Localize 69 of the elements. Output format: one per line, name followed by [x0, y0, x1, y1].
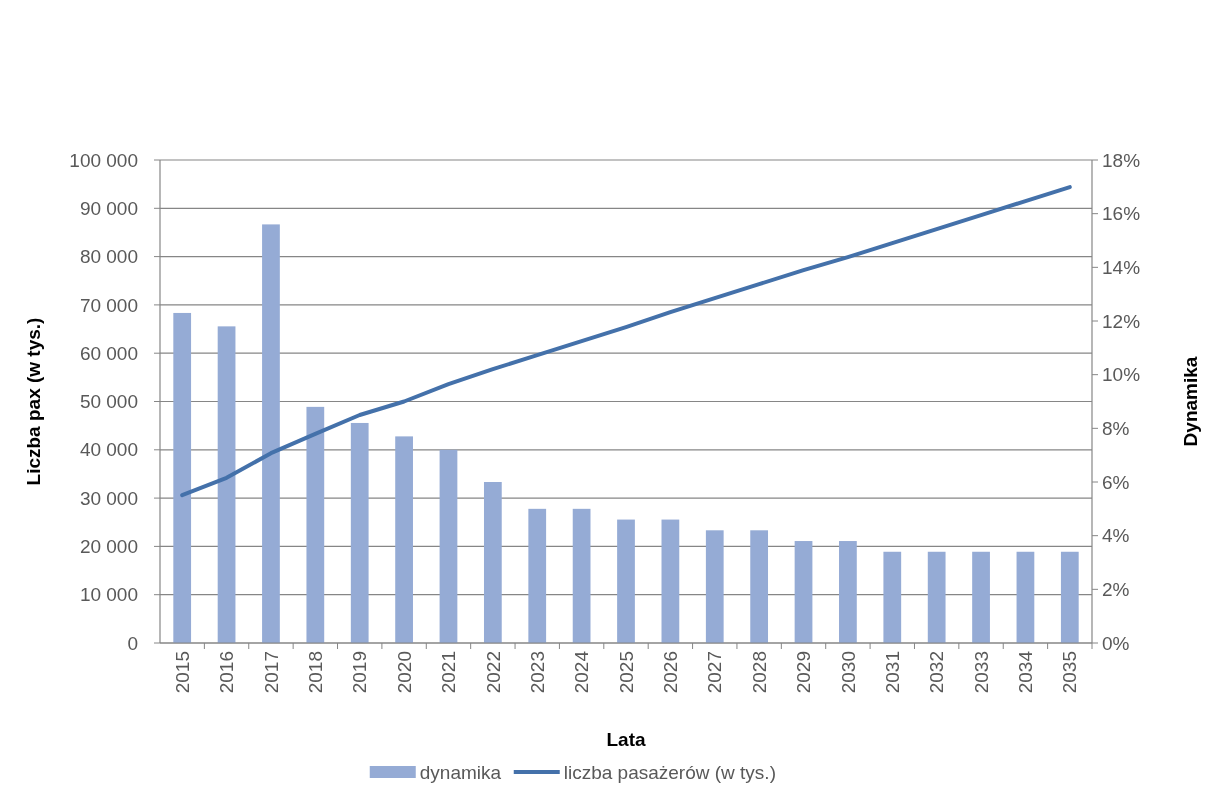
y-tick-label: 80 000 [79, 246, 138, 268]
y2-tick-label: 6% [1102, 471, 1130, 493]
y-tick-label: 90 000 [79, 197, 138, 219]
x-tick-label: 2034 [1015, 650, 1037, 694]
bar [1060, 551, 1079, 643]
x-tick-label: 2020 [393, 651, 415, 694]
y-tick-label: 40 000 [79, 439, 138, 461]
legend-label: dynamika [419, 761, 502, 783]
bar [927, 551, 946, 643]
y2-tick-label: 12% [1102, 310, 1141, 332]
bar [705, 530, 724, 643]
line-series [180, 185, 1072, 498]
y2-tick-label: 8% [1102, 417, 1130, 439]
x-tick-label: 2026 [660, 651, 682, 694]
y2-tick-label: 0% [1102, 632, 1130, 654]
y2-axis-title: Dynamika [1180, 356, 1201, 447]
x-tick-label: 2018 [304, 651, 326, 694]
x-tick-label: 2023 [526, 651, 548, 694]
x-tick-label: 2031 [881, 651, 903, 694]
x-tick-label: 2024 [571, 650, 593, 694]
y2-tick-label: 16% [1102, 203, 1141, 225]
y-tick-label: 60 000 [79, 342, 138, 364]
y-tick-label: 100 000 [69, 149, 138, 171]
x-tick-label: 2029 [793, 651, 815, 694]
y2-tick-label: 18% [1102, 149, 1141, 171]
bar [572, 508, 591, 643]
y2-tick-label: 10% [1102, 364, 1141, 386]
bar [483, 482, 502, 643]
x-tick-label: 2022 [482, 651, 504, 694]
bar [750, 530, 769, 643]
y-tick-label: 30 000 [79, 487, 138, 509]
y2-tick-label: 4% [1102, 525, 1130, 547]
x-tick-label: 2016 [216, 651, 238, 694]
x-tick-label: 2035 [1059, 651, 1081, 694]
y-axis-title: Liczba pax (w tys.) [23, 317, 44, 486]
y-tick-label: 20 000 [79, 536, 138, 558]
bar [1016, 551, 1035, 643]
bar [972, 551, 990, 643]
legend-label: liczba pasażerów (w tys.) [563, 761, 776, 783]
x-tick-label: 2019 [349, 651, 371, 694]
y-tick-label: 50 000 [79, 391, 138, 413]
bar [306, 406, 325, 643]
x-tick-label: 2027 [704, 651, 726, 694]
x-tick-label: 2017 [260, 651, 282, 694]
x-tick-label: 2030 [837, 651, 859, 694]
bar [439, 449, 458, 643]
bar [217, 326, 236, 643]
bar [173, 312, 192, 643]
bar [839, 541, 857, 643]
x-tick-label: 2021 [438, 651, 460, 694]
bar [395, 436, 413, 643]
x-tick-label: 2032 [926, 651, 948, 694]
x-axis-title: Lata [606, 729, 646, 750]
bar [661, 519, 680, 643]
bar [528, 508, 547, 643]
y2-tick-label: 14% [1102, 256, 1141, 278]
x-tick-label: 2025 [615, 651, 637, 694]
bar [262, 224, 280, 643]
bar [617, 519, 635, 643]
x-tick-label: 2033 [970, 651, 992, 694]
bar [794, 541, 813, 643]
y-tick-label: 70 000 [79, 294, 138, 316]
y-tick-label: 0 [127, 632, 138, 654]
y-tick-label: 10 000 [79, 584, 138, 606]
x-tick-label: 2028 [748, 651, 770, 694]
bar [350, 422, 369, 643]
y2-tick-label: 2% [1102, 578, 1130, 600]
bar [883, 551, 902, 643]
x-tick-label: 2015 [171, 651, 193, 694]
